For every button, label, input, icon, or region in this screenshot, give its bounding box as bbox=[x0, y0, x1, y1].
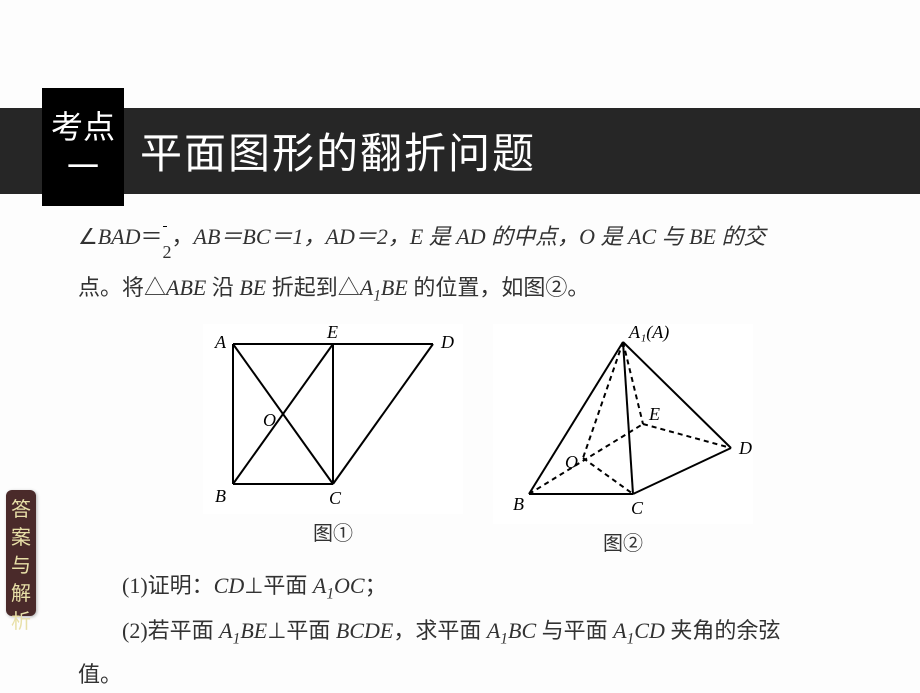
var-bcde: BCDE bbox=[336, 618, 393, 643]
svg-text:O: O bbox=[263, 410, 276, 430]
var-a1oc: A1OC bbox=[313, 573, 365, 598]
figure-1-caption: 图① bbox=[203, 516, 463, 552]
q1-mid: ⊥平面 bbox=[244, 573, 313, 598]
var-bad: BAD bbox=[98, 224, 141, 249]
l2-mid2: 折起到△ bbox=[266, 275, 360, 300]
answer-tab[interactable]: 答案与解析 bbox=[6, 490, 36, 616]
svg-text:B: B bbox=[215, 486, 226, 506]
svg-text:C: C bbox=[329, 488, 342, 508]
svg-text:C: C bbox=[631, 498, 644, 518]
var-a1bc: A1BC bbox=[487, 618, 536, 643]
frac-denom: 2 bbox=[163, 242, 172, 262]
problem-content: ∠BAD＝ 2，AB＝BC＝1，AD＝2，E 是 AD 的中点，O 是 AC 与… bbox=[78, 198, 878, 693]
topic-badge: 考点 一 bbox=[42, 88, 124, 206]
angle-symbol: ∠ bbox=[78, 224, 98, 249]
question-2-line3: 值。 bbox=[78, 657, 878, 693]
svg-text:E: E bbox=[326, 324, 338, 342]
svg-text:D: D bbox=[738, 438, 752, 458]
q2-pre: (2)若平面 bbox=[122, 618, 219, 643]
l2-mid: 沿 bbox=[206, 275, 239, 300]
var-cd: CD bbox=[214, 573, 245, 598]
question-1: (1)证明：CD⊥平面 A1OC； bbox=[78, 568, 878, 612]
page-title: 平面图形的翻折问题 bbox=[140, 120, 536, 181]
svg-text:D: D bbox=[440, 332, 454, 352]
q2-mid3: 与平面 bbox=[536, 618, 613, 643]
figure-1: A E D B C O bbox=[203, 324, 463, 514]
figure-2-wrap: A₁(A) B C D E O 图② bbox=[493, 324, 753, 562]
badge-line2: 一 bbox=[67, 147, 99, 187]
var-a1be2: A1BE bbox=[219, 618, 267, 643]
figure-2-caption: 图② bbox=[493, 526, 753, 562]
var-a1cd: A1CD bbox=[613, 618, 665, 643]
figures-row: A E D B C O 图① A₁(A) B C D E O 图② bbox=[78, 324, 878, 562]
q1-pre: (1)证明： bbox=[122, 573, 214, 598]
var-a1be: A1BE bbox=[360, 275, 408, 300]
l2-pre: 点。将△ bbox=[78, 275, 166, 300]
badge-line1: 考点 bbox=[51, 107, 115, 147]
q1-tail: ； bbox=[365, 573, 387, 598]
problem-line2: 点。将△ABE 沿 BE 折起到△A1BE 的位置，如图②。 bbox=[78, 270, 878, 314]
svg-text:E: E bbox=[648, 404, 660, 424]
line1-rest: AB＝BC＝1，AD＝2，E 是 AD 的中点，O 是 AC 与 BE 的交 bbox=[194, 224, 766, 249]
var-abe: ABE bbox=[166, 275, 206, 300]
q2-mid: ⊥平面 bbox=[267, 618, 336, 643]
q2-tail: 夹角的余弦 bbox=[665, 618, 781, 643]
q2-mid2: ，求平面 bbox=[393, 618, 487, 643]
problem-line1: ∠BAD＝ 2，AB＝BC＝1，AD＝2，E 是 AD 的中点，O 是 AC 与… bbox=[78, 198, 878, 270]
answer-tab-label: 答案与解析 bbox=[11, 499, 31, 633]
svg-text:O: O bbox=[565, 452, 578, 472]
svg-text:B: B bbox=[513, 494, 524, 514]
svg-text:A: A bbox=[214, 332, 227, 352]
var-be: BE bbox=[239, 275, 266, 300]
svg-text:A₁(A): A₁(A) bbox=[628, 324, 669, 343]
figure-2: A₁(A) B C D E O bbox=[493, 324, 753, 524]
question-2: (2)若平面 A1BE⊥平面 BCDE，求平面 A1BC 与平面 A1CD 夹角… bbox=[78, 613, 878, 657]
l2-tail: 的位置，如图②。 bbox=[408, 275, 590, 300]
figure-1-wrap: A E D B C O 图① bbox=[203, 324, 463, 562]
